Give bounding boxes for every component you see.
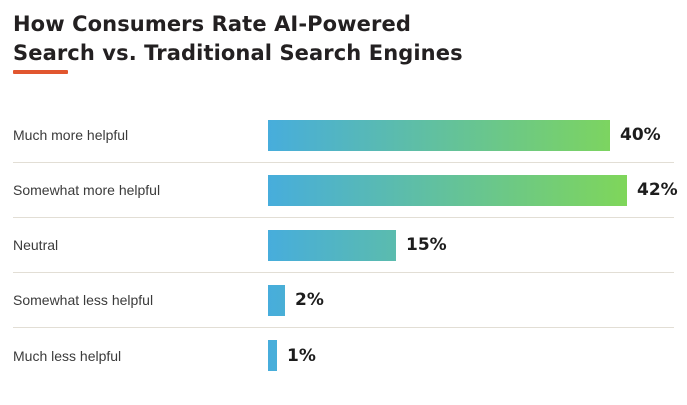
bar [268, 340, 277, 371]
value-label: 1% [287, 345, 316, 366]
bar [268, 119, 610, 151]
category-label: Much more helpful [13, 127, 129, 143]
category-label: Neutral [13, 237, 59, 253]
chart-title-line-1: How Consumers Rate AI-Powered [13, 12, 411, 36]
bar [268, 174, 627, 206]
bar-area: 15% [268, 229, 447, 261]
bar-area: 1% [268, 340, 316, 371]
chart-row: Somewhat more helpful 42% [13, 163, 678, 218]
chart-title: How Consumers Rate AI-Powered Search vs.… [13, 10, 674, 68]
title-accent-bar [13, 70, 68, 74]
bar [268, 229, 396, 261]
value-label: 40% [620, 125, 661, 145]
bar-area: 42% [268, 174, 678, 206]
category-label: Somewhat less helpful [13, 292, 154, 308]
chart-row: Much more helpful 40% [13, 108, 674, 163]
chart-row: Neutral 15% [13, 218, 674, 273]
chart-title-line-2: Search vs. Traditional Search Engines [13, 41, 463, 65]
chart-row: Much less helpful 1% [13, 328, 674, 383]
bar-chart: Much more helpful 40% Somewhat more helpfu… [13, 108, 678, 383]
bar-area: 40% [268, 119, 661, 151]
chart-row: Somewhat less helpful 2% [13, 273, 674, 328]
category-label: Somewhat more helpful [13, 182, 161, 198]
bar-area: 2% [268, 284, 324, 316]
value-label: 15% [406, 235, 447, 255]
bar [268, 284, 285, 316]
category-label: Much less helpful [13, 347, 122, 364]
value-label: 2% [295, 290, 324, 310]
value-label: 42% [637, 180, 678, 200]
